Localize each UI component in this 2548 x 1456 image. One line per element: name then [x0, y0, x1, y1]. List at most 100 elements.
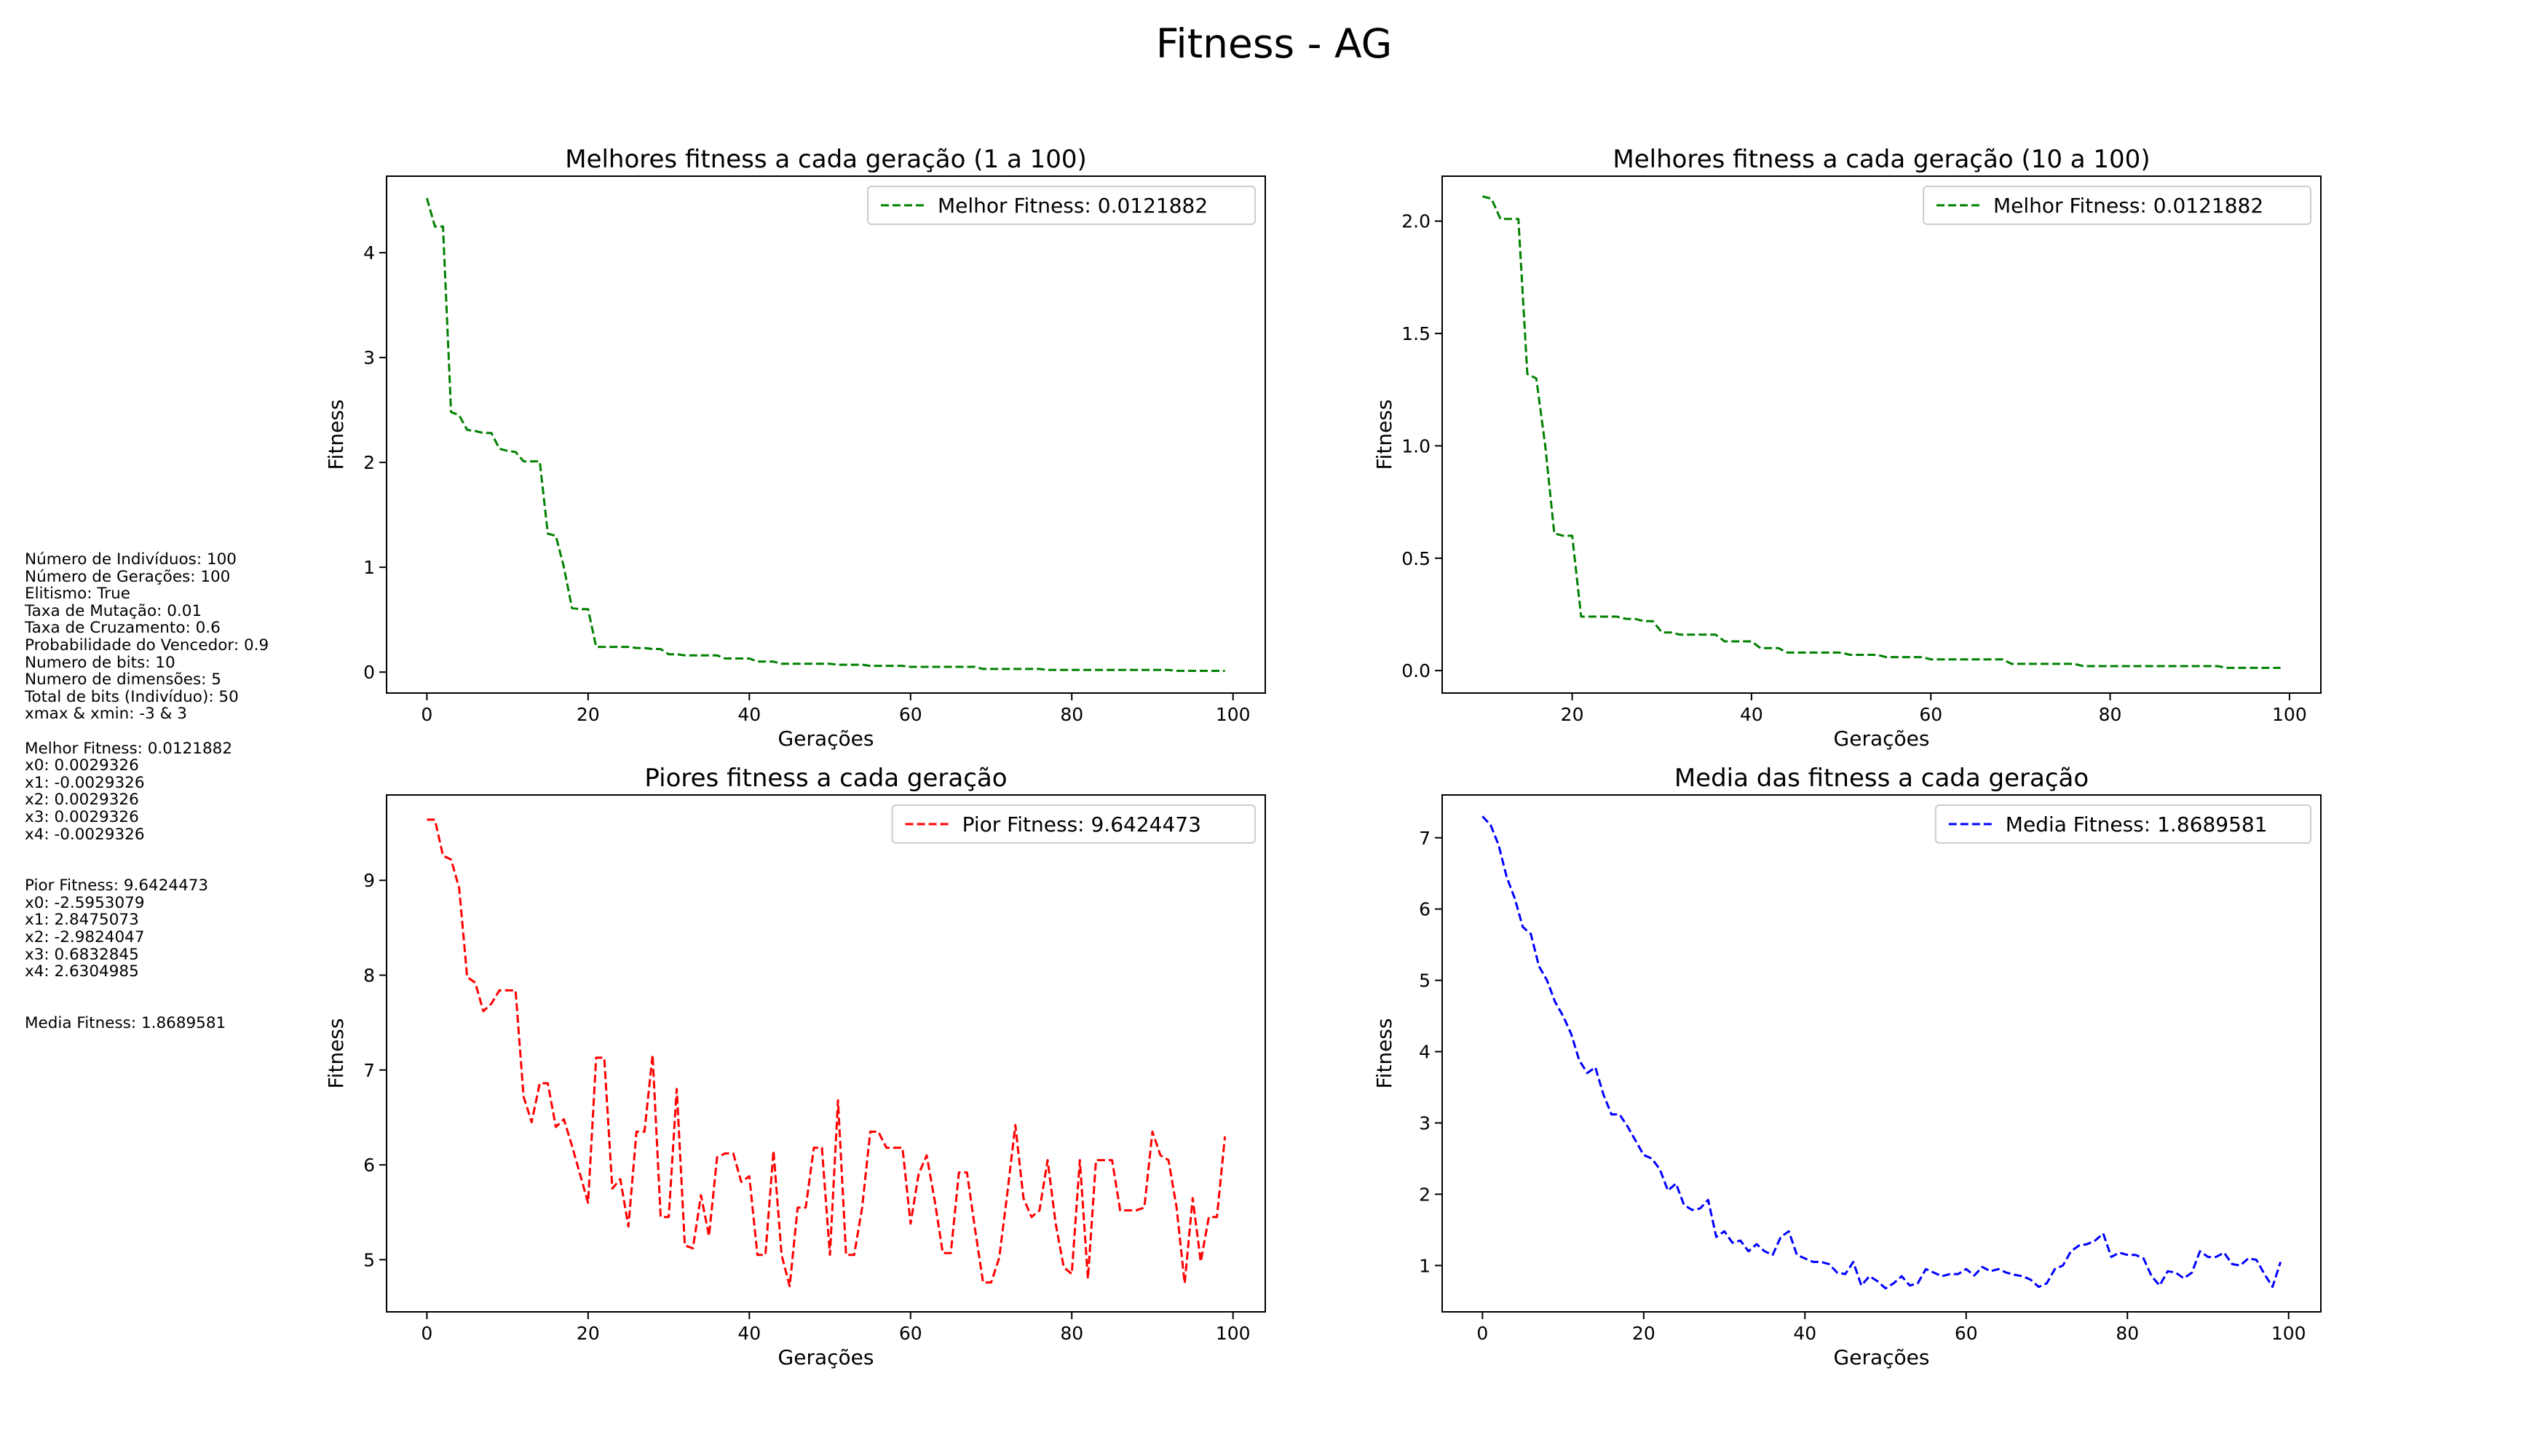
x-tick-label: 60: [1919, 704, 1942, 725]
y-tick-label: 4: [1419, 1042, 1431, 1063]
legend-label: Melhor Fitness: 0.0121882: [938, 194, 1208, 218]
info-line: x1: -0.0029326: [25, 773, 145, 792]
info-line: Numero de dimensões: 5: [25, 670, 221, 689]
info-line: Número de Gerações: 100: [25, 567, 231, 586]
x-tick-label: 60: [899, 1323, 922, 1344]
figure-title: Fitness - AG: [1155, 20, 1393, 67]
info-line: Melhor Fitness: 0.0121882: [25, 739, 233, 758]
series-line: [427, 818, 1227, 1288]
info-line: x1: 2.8475073: [25, 911, 139, 930]
info-line: Probabilidade do Vencedor: 0.9: [25, 636, 269, 654]
x-tick-label: 100: [1216, 704, 1251, 725]
x-axis-label: Gerações: [1834, 727, 1930, 751]
series-line: [1482, 195, 2281, 669]
legend-box: [1934, 804, 2312, 844]
axes-frame: [386, 794, 1266, 1313]
legend-box: [891, 804, 1256, 844]
info-line: Total de bits (Indivíduo): 50: [25, 687, 239, 706]
y-tick-label: 6: [1419, 899, 1431, 920]
x-tick-label: 80: [1060, 704, 1083, 725]
x-tick-label: 20: [1561, 704, 1584, 725]
y-tick-label: 9: [363, 870, 375, 891]
x-axis-label: Gerações: [778, 727, 874, 751]
info-line: x0: 0.0029326: [25, 756, 139, 775]
info-line: xmax & xmin: -3 & 3: [25, 705, 187, 724]
x-axis-label: Gerações: [778, 1345, 874, 1369]
x-tick-label: 40: [1740, 704, 1763, 725]
legend-label: Melhor Fitness: 0.0121882: [1993, 194, 2263, 218]
y-tick-label: 2: [1419, 1184, 1431, 1205]
y-tick-label: 4: [363, 242, 375, 264]
axes-frame: [1441, 794, 2322, 1313]
y-tick-label: 0.5: [1401, 548, 1431, 569]
y-axis-label: Fitness: [1372, 400, 1396, 470]
info-line: Taxa de Cruzamento: 0.6: [25, 619, 221, 638]
y-tick-label: 7: [1419, 828, 1431, 849]
x-tick-label: 20: [577, 1323, 600, 1344]
x-axis-label: Gerações: [1834, 1345, 1930, 1369]
series-line: [1481, 815, 2282, 1290]
y-axis-label: Fitness: [1372, 1018, 1396, 1089]
x-tick-label: 80: [1060, 1323, 1083, 1344]
legend-box: [867, 186, 1256, 225]
info-line: x3: 0.6832845: [25, 945, 139, 964]
info-line: Elitismo: True: [25, 585, 130, 604]
series-line: [425, 197, 1225, 672]
y-tick-label: 2: [363, 452, 375, 473]
chart-panel: Piores fitness a cada geração 0 20 40 60 80 10…: [324, 764, 1266, 1369]
y-tick-label: 6: [363, 1155, 375, 1176]
y-tick-label: 5: [363, 1249, 375, 1270]
ga-parameters-panel: Número de Indivíduos: 100 Número de Geraç…: [25, 551, 269, 1032]
info-line: Numero de bits: 10: [25, 653, 175, 672]
x-tick-label: 20: [577, 704, 600, 725]
x-tick-label: 60: [899, 704, 922, 725]
x-tick-label: 0: [421, 1323, 432, 1344]
x-tick-label: 60: [1955, 1323, 1978, 1344]
legend-box: [1923, 186, 2311, 225]
chart-panel: Media das fitness a cada geração 0 20 40 60 8…: [1372, 764, 2322, 1369]
y-tick-label: 3: [1419, 1112, 1431, 1133]
chart-title: Melhores fitness a cada geração (10 a 10…: [1613, 145, 2150, 174]
y-tick-label: 0.0: [1401, 660, 1431, 681]
chart-title: Piores fitness a cada geração: [644, 764, 1007, 793]
y-tick-label: 7: [363, 1060, 375, 1081]
y-tick-label: 0: [363, 662, 375, 683]
chart-panel: Melhores fitness a cada geração (1 a 100…: [324, 145, 1266, 751]
y-tick-label: 1: [1419, 1255, 1431, 1276]
y-axis-label: Fitness: [324, 1018, 348, 1089]
x-tick-label: 40: [737, 704, 761, 725]
info-line: Media Fitness: 1.8689581: [25, 1014, 226, 1033]
y-tick-label: 1: [363, 557, 375, 578]
info-line: x0: -2.5953079: [25, 893, 145, 912]
chart-panel: Melhores fitness a cada geração (10 a 10…: [1372, 145, 2322, 751]
legend-label: Pior Fitness: 9.6424473: [962, 812, 1201, 836]
info-line: x2: 0.0029326: [25, 791, 139, 810]
y-axis-label: Fitness: [324, 400, 348, 470]
info-line: Número de Indivíduos: 100: [25, 550, 237, 569]
legend-label: Media Fitness: 1.8689581: [2006, 812, 2268, 836]
info-line: x2: -2.9824047: [25, 928, 145, 947]
x-tick-label: 100: [2272, 704, 2307, 725]
info-line: x4: 2.6304985: [25, 962, 139, 981]
info-line: x3: 0.0029326: [25, 807, 139, 826]
x-tick-label: 0: [421, 704, 432, 725]
y-tick-label: 1.0: [1401, 435, 1431, 456]
info-line: Pior Fitness: 9.6424473: [25, 877, 209, 895]
x-tick-label: 20: [1632, 1323, 1655, 1344]
axes-frame: [386, 175, 1266, 694]
x-tick-label: 40: [1793, 1323, 1816, 1344]
x-tick-label: 80: [2099, 704, 2122, 725]
y-tick-label: 3: [363, 347, 375, 368]
y-tick-label: 1.5: [1401, 323, 1431, 344]
x-tick-label: 100: [2271, 1323, 2306, 1344]
x-tick-label: 40: [737, 1323, 761, 1344]
y-tick-label: 2.0: [1401, 211, 1431, 232]
chart-title: Melhores fitness a cada geração (1 a 100…: [565, 145, 1087, 174]
y-tick-label: 8: [363, 965, 375, 986]
x-tick-label: 80: [2116, 1323, 2139, 1344]
info-line: x4: -0.0029326: [25, 825, 145, 844]
chart-title: Media das fitness a cada geração: [1674, 764, 2089, 793]
x-tick-label: 0: [1476, 1323, 1488, 1344]
info-line: Taxa de Mutação: 0.01: [25, 601, 202, 620]
